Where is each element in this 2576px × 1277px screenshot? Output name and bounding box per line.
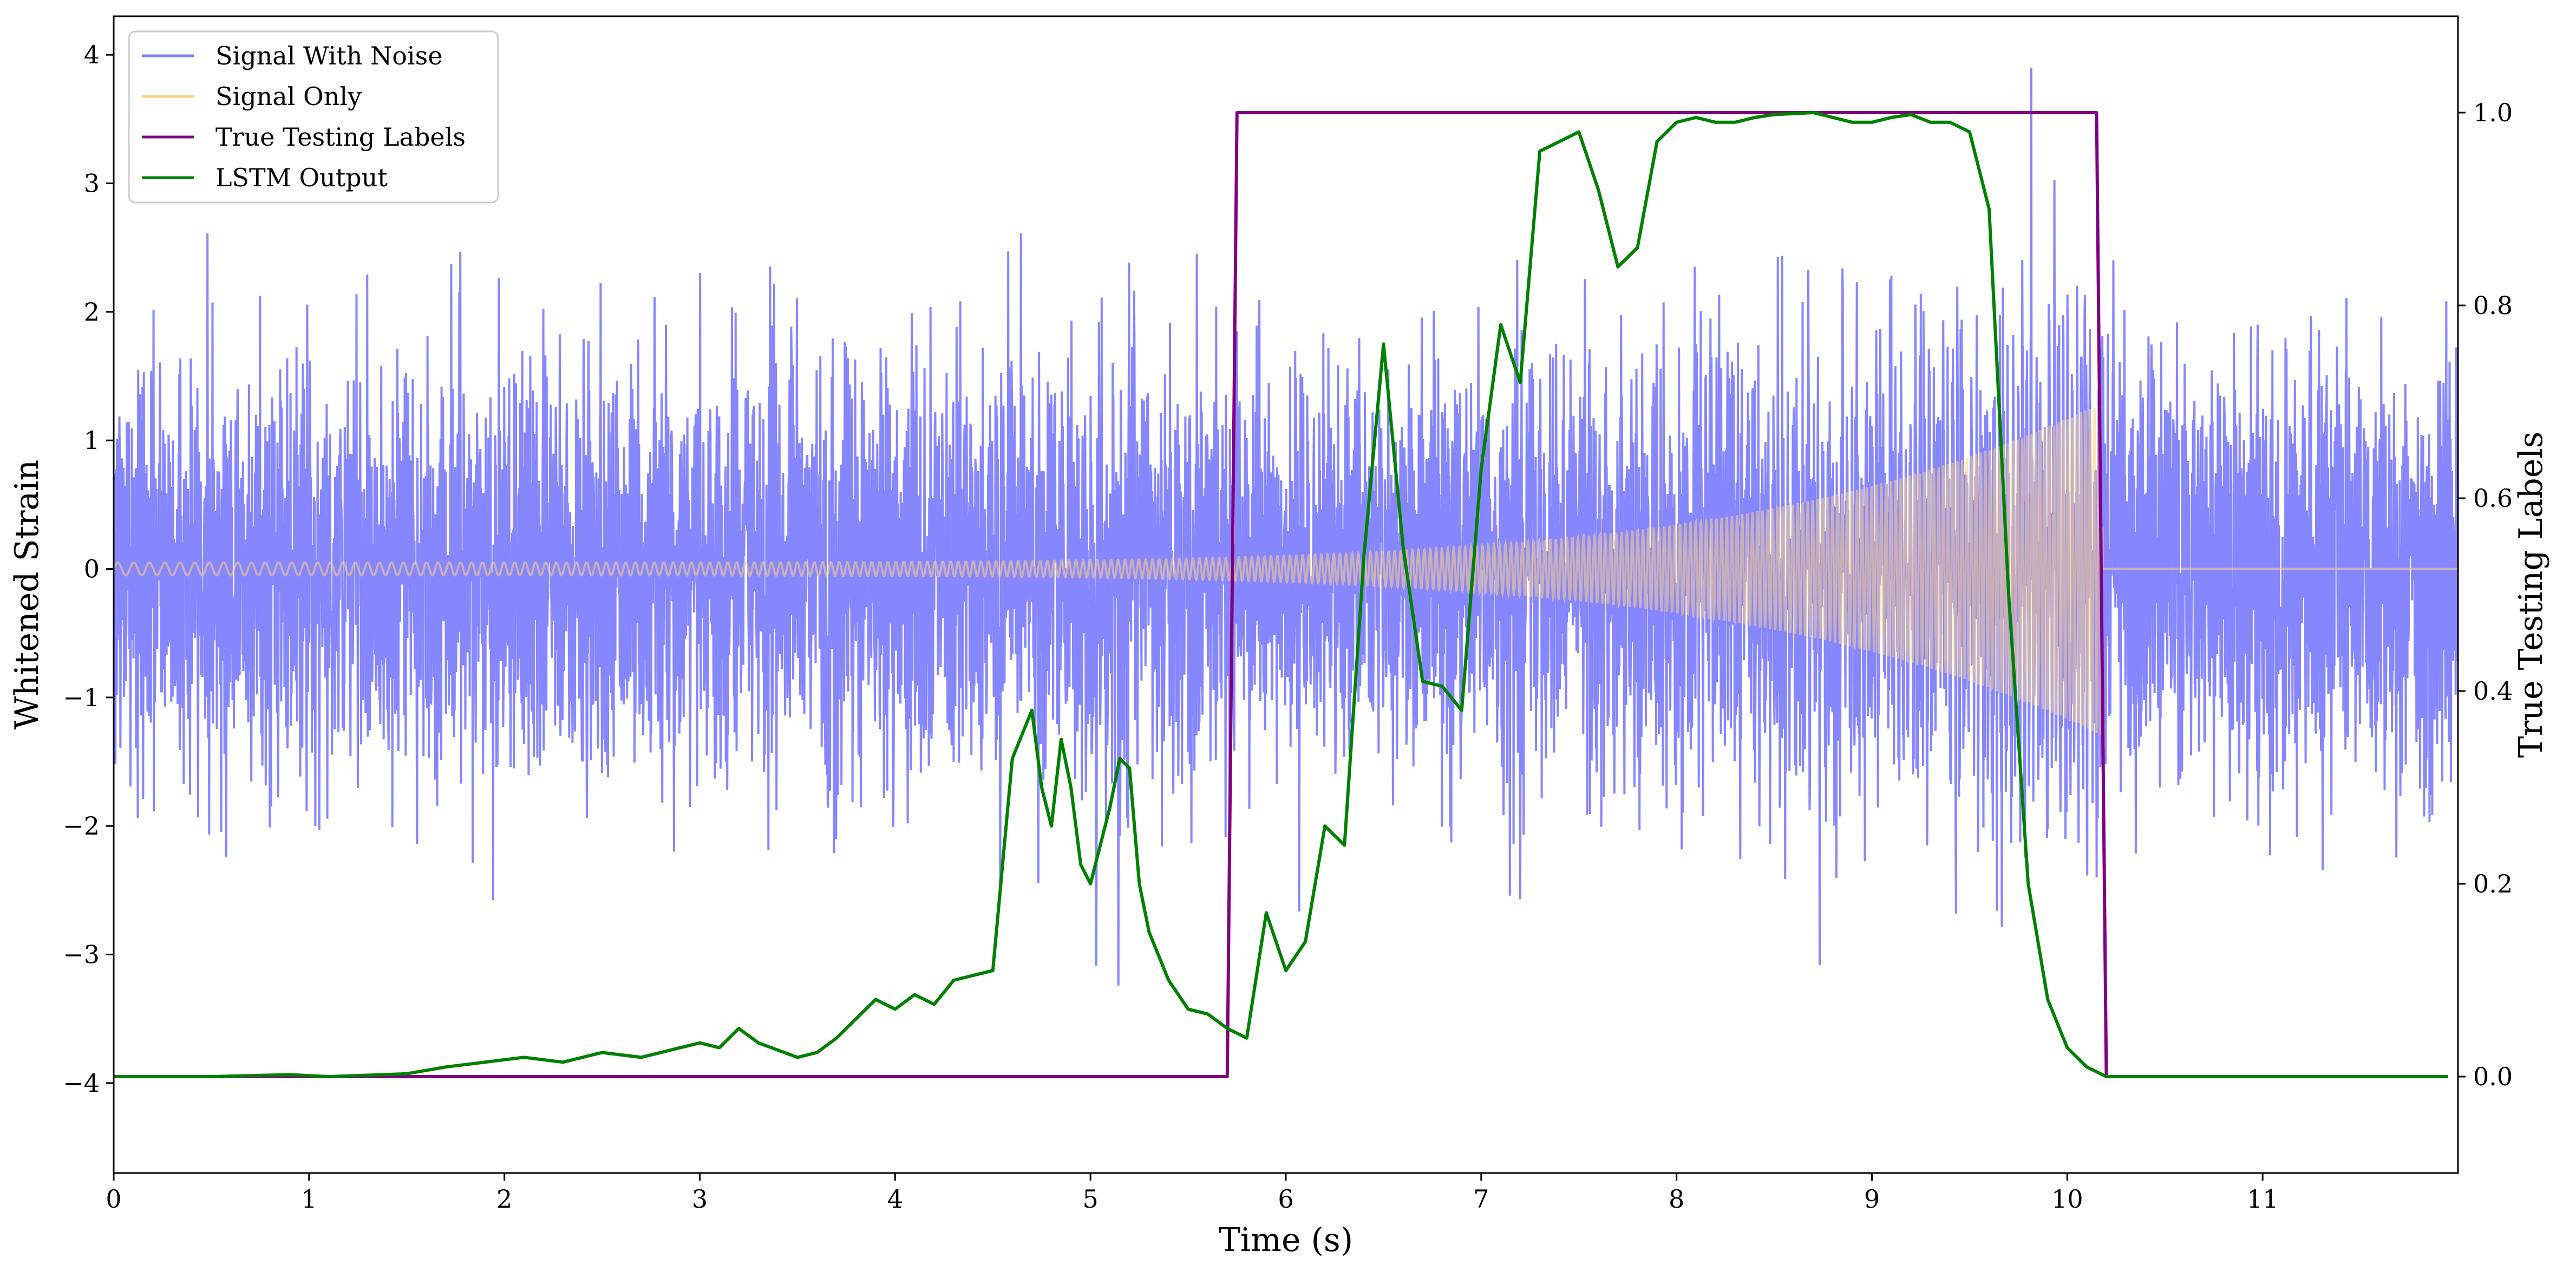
y-right-tick-label: 0.0 xyxy=(2473,1062,2513,1091)
y-left-tick-label: −3 xyxy=(63,940,100,969)
x-tick-label: 1 xyxy=(301,1184,317,1214)
x-axis: 0 1 2 3 4 5 6 7 8 9 10 11 xyxy=(106,1173,2278,1214)
y-right-tick-label: 0.6 xyxy=(2473,484,2513,513)
x-tick-label: 5 xyxy=(1083,1184,1099,1214)
y-left-tick-label: 0 xyxy=(84,555,100,584)
legend-box xyxy=(128,30,499,204)
plot-area xyxy=(114,67,2458,1078)
x-tick-label: 11 xyxy=(2247,1184,2279,1214)
legend-label-signal-only: Signal Only xyxy=(215,82,362,111)
y-right-tick-label: 1.0 xyxy=(2473,98,2513,127)
legend: Signal With Noise Signal Only True Testi… xyxy=(128,30,499,204)
y-axis-left-label: Whitened Strain xyxy=(8,460,46,729)
y-axis-right-label: True Testing Labels xyxy=(2512,432,2550,758)
y-right-tick-label: 0.4 xyxy=(2473,676,2513,706)
x-tick-label: 7 xyxy=(1473,1184,1489,1214)
y-right-tick-label: 0.2 xyxy=(2473,869,2513,898)
legend-label-true-testing-labels: True Testing Labels xyxy=(215,122,466,152)
legend-label-lstm-output: LSTM Output xyxy=(215,163,388,192)
y-left-tick-label: 4 xyxy=(84,40,100,69)
x-tick-label: 0 xyxy=(106,1184,121,1214)
x-tick-label: 2 xyxy=(496,1184,512,1214)
x-tick-label: 6 xyxy=(1278,1184,1293,1214)
y-left-tick-label: 1 xyxy=(84,426,100,455)
y-left-tick-label: −1 xyxy=(63,683,100,712)
x-tick-label: 10 xyxy=(2051,1184,2083,1214)
y-left-tick-label: 2 xyxy=(84,297,100,327)
y-left-tick-label: 3 xyxy=(84,169,100,198)
x-tick-label: 8 xyxy=(1669,1184,1684,1214)
x-tick-label: 3 xyxy=(692,1184,708,1214)
y-axis-left: 4 3 2 1 0 −1 −2 −3 −4 xyxy=(63,40,114,1098)
y-right-tick-label: 0.8 xyxy=(2473,291,2513,320)
series-line-signal-only xyxy=(114,405,2458,735)
y-left-tick-label: −2 xyxy=(63,811,100,841)
y-left-tick-label: −4 xyxy=(63,1068,100,1098)
series-line-signal-with-noise xyxy=(114,67,2458,986)
series-line-lstm-output xyxy=(114,111,2448,1078)
legend-label-signal-with-noise: Signal With Noise xyxy=(215,41,442,70)
x-tick-label: 9 xyxy=(1864,1184,1880,1214)
y-axis-right: 1.0 0.8 0.6 0.4 0.2 0.0 xyxy=(2458,98,2513,1091)
x-axis-label: Time (s) xyxy=(1219,1221,1353,1259)
x-tick-label: 4 xyxy=(887,1184,903,1214)
